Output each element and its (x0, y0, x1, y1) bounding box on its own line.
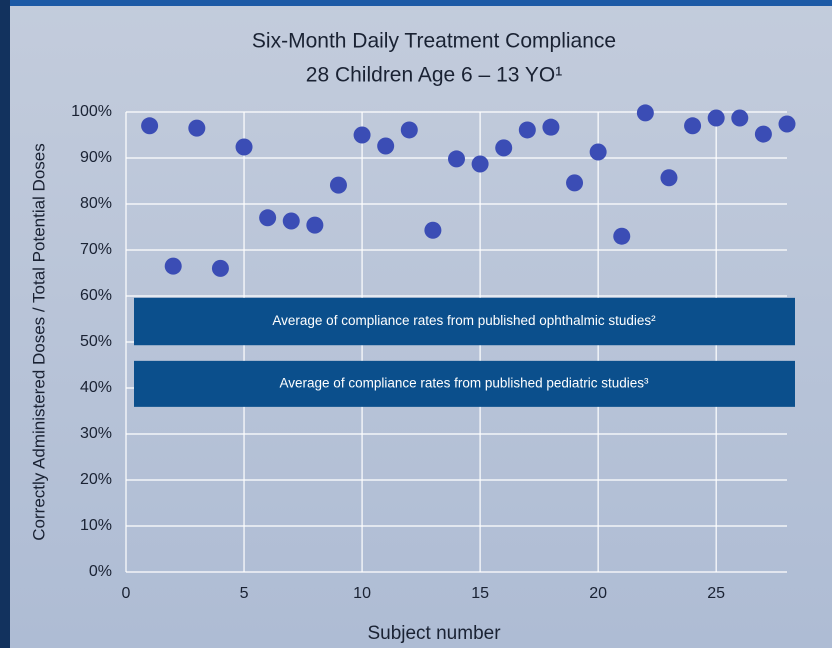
data-point (400, 121, 418, 139)
data-point (495, 139, 513, 157)
y-tick-label: 30% (80, 425, 112, 442)
data-point (306, 216, 324, 234)
data-point (141, 117, 159, 135)
data-point (235, 138, 253, 156)
y-tick-label: 90% (80, 149, 112, 166)
y-tick-label: 60% (80, 287, 112, 304)
data-point (448, 150, 465, 168)
x-tick-label: 15 (471, 585, 489, 602)
x-axis-label: Subject number (367, 623, 501, 644)
data-point (684, 117, 702, 135)
x-tick-label: 10 (353, 585, 371, 602)
data-point (377, 137, 395, 155)
reference-band (134, 297, 795, 346)
data-point (731, 109, 749, 127)
data-point (542, 118, 560, 136)
data-point (613, 227, 631, 245)
x-tick-label: 5 (240, 585, 249, 602)
y-tick-label: 50% (80, 333, 112, 350)
data-point (282, 212, 300, 230)
top-bar (0, 0, 832, 6)
chart-title: Six-Month Daily Treatment Compliance (252, 30, 616, 53)
data-point (259, 209, 277, 227)
data-point (164, 257, 182, 275)
x-tick-label: 0 (122, 585, 131, 602)
data-point (660, 169, 678, 187)
left-bar (0, 0, 10, 648)
data-point (778, 115, 796, 133)
band-label: Average of compliance rates from publish… (280, 375, 649, 390)
data-point (424, 221, 442, 239)
y-tick-label: 20% (80, 471, 112, 488)
data-point (471, 155, 489, 173)
y-tick-label: 100% (71, 103, 112, 120)
data-point (353, 126, 371, 144)
data-point (211, 259, 229, 277)
data-point (707, 109, 725, 127)
band-label: Average of compliance rates from publish… (272, 313, 656, 328)
y-tick-label: 80% (80, 195, 112, 212)
y-tick-label: 70% (80, 241, 112, 258)
reference-band (134, 360, 795, 407)
data-point (329, 176, 347, 194)
data-point (754, 125, 772, 143)
data-point (518, 121, 536, 139)
y-tick-label: 10% (80, 517, 112, 534)
x-tick-label: 20 (589, 585, 607, 602)
data-point (636, 104, 654, 122)
y-tick-label: 40% (80, 379, 112, 396)
y-tick-label: 0% (89, 563, 112, 580)
data-point (566, 174, 584, 192)
y-axis-label: Correctly Administered Doses / Total Pot… (29, 143, 48, 540)
data-point (589, 143, 607, 161)
chart-subtitle: 28 Children Age 6 – 13 YO¹ (306, 64, 562, 87)
data-point (188, 119, 206, 137)
x-tick-label: 25 (707, 585, 725, 602)
